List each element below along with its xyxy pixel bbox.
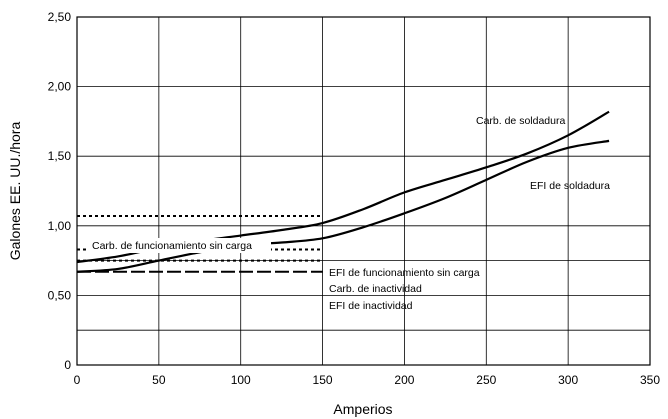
- y-tick-label: 2,50: [48, 10, 72, 24]
- label-carb-idle: Carb. de inactividad: [329, 283, 422, 295]
- y-tick-label: 1,00: [48, 219, 72, 233]
- x-tick-label: 50: [152, 373, 166, 387]
- grid-lines: [77, 17, 650, 365]
- label-carb-welding: Carb. de soldadura: [476, 115, 565, 127]
- x-tick-label: 350: [640, 373, 660, 387]
- x-tick-label: 0: [74, 373, 81, 387]
- y-tick-label: 1,50: [48, 149, 72, 163]
- x-tick-labels: 0 50 100 150 200 250 300 350: [74, 373, 661, 387]
- y-tick-label: 0: [64, 358, 71, 372]
- y-tick-label: 0,50: [48, 288, 72, 302]
- label-efi-welding: EFI de soldadura: [530, 180, 610, 192]
- label-efi-idle: EFI de inactividad: [329, 300, 413, 312]
- x-tick-label: 100: [231, 373, 251, 387]
- x-tick-label: 200: [394, 373, 414, 387]
- x-tick-label: 250: [476, 373, 496, 387]
- y-tick-label: 2,00: [48, 80, 72, 94]
- y-tick-labels: 0 0,50 1,00 1,50 2,00 2,50: [48, 10, 72, 372]
- series-annotations: Carb. de soldadura EFI de soldadura Carb…: [86, 115, 610, 312]
- carb-no-load-label-bg: [86, 238, 271, 253]
- plot-frame: [76, 16, 651, 366]
- x-tick-label: 150: [313, 373, 333, 387]
- label-carb-no-load: Carb. de funcionamiento sin carga: [92, 240, 252, 252]
- y-axis-title: Galones EE. UU./hora: [7, 122, 23, 261]
- label-efi-no-load: EFI de funcionamiento sin carga: [329, 267, 480, 279]
- x-axis-title: Amperios: [333, 401, 392, 417]
- x-tick-label: 300: [558, 373, 578, 387]
